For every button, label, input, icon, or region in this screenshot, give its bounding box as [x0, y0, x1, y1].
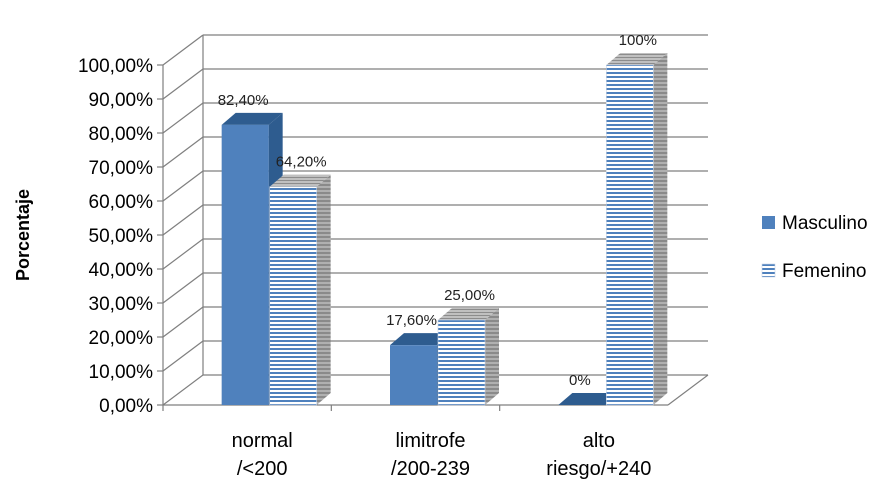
- gridline-diagonal: [162, 306, 204, 338]
- gridline-diagonal: [162, 68, 204, 100]
- bar-top: [558, 393, 620, 405]
- gridline-diagonal: [162, 102, 204, 134]
- bar-front: [606, 64, 654, 406]
- y-tick-label: 80,00%: [89, 124, 154, 145]
- y-axis-title: Porcentaje: [13, 189, 33, 281]
- floor-right-edge: [667, 374, 709, 406]
- x-tick-label: riesgo/+240: [546, 458, 651, 480]
- bar-top: [269, 174, 331, 187]
- bar-femenino: [269, 174, 331, 406]
- bar-front: [390, 345, 437, 405]
- gridline-diagonal: [162, 136, 204, 168]
- legend-swatch: [761, 263, 776, 278]
- legend-item-femenino: Femenino: [761, 261, 867, 282]
- gridline-diagonal: [162, 204, 204, 236]
- gridline-diagonal: [162, 374, 204, 406]
- bar-top: [606, 53, 668, 65]
- gridline-diagonal: [162, 272, 204, 304]
- y-tick-label: 50,00%: [89, 226, 154, 247]
- x-tick-label: /200-239: [391, 458, 470, 480]
- y-tick-label: 100,00%: [78, 56, 153, 77]
- x-tick-label: normal: [232, 430, 293, 452]
- axes: 0,00% 10,00% 20,00% 30,00% 40,00% 50,00% 60,00…: [13, 56, 651, 480]
- y-tick-label: 40,00%: [89, 260, 154, 281]
- legend-swatch: [762, 216, 775, 229]
- data-label: 82,40%: [218, 92, 269, 109]
- gridline-diagonal: [162, 170, 204, 202]
- y-tick-label: 30,00%: [89, 294, 154, 315]
- bar-masculino: [558, 393, 620, 405]
- bar-top: [438, 308, 499, 320]
- data-label: 0%: [569, 372, 591, 389]
- bar-front: [221, 124, 269, 405]
- gridline-diagonal: [162, 34, 204, 66]
- bar-front: [269, 186, 317, 406]
- legend-label: Masculino: [782, 213, 868, 234]
- y-tick-label: 20,00%: [89, 328, 154, 349]
- data-label: 100%: [619, 32, 657, 49]
- gridline-diagonal: [162, 238, 204, 270]
- data-label: 17,60%: [386, 312, 437, 329]
- legend-label: Femenino: [782, 261, 867, 282]
- legend: Masculino Femenino: [761, 213, 868, 282]
- bar-side: [485, 308, 499, 405]
- bar-top: [221, 112, 283, 125]
- gridline-diagonal: [162, 340, 204, 372]
- bar-top: [390, 333, 451, 346]
- data-label: 64,20%: [276, 154, 327, 171]
- bar-front: [437, 319, 486, 406]
- data-label: 25,00%: [444, 287, 495, 304]
- y-tick-label: 70,00%: [89, 158, 154, 179]
- bar-femenino: [437, 308, 499, 406]
- y-tick-label: 0,00%: [99, 396, 153, 417]
- x-tick-label: alto: [583, 430, 615, 452]
- y-tick-label: 10,00%: [89, 362, 154, 383]
- bar-femenino: [606, 53, 668, 406]
- data-labels: 82,40% 64,20% 17,60% 25,00% 0% 100%: [218, 32, 657, 389]
- x-tick-label: /<200: [237, 458, 288, 480]
- bar-side: [653, 53, 668, 405]
- bars: [221, 53, 668, 406]
- y-tick-label: 60,00%: [89, 192, 154, 213]
- bar-side: [316, 174, 331, 405]
- y-tick-label: 90,00%: [89, 90, 154, 111]
- legend-item-masculino: Masculino: [762, 213, 868, 234]
- x-tick-label: limitrofe: [395, 430, 465, 452]
